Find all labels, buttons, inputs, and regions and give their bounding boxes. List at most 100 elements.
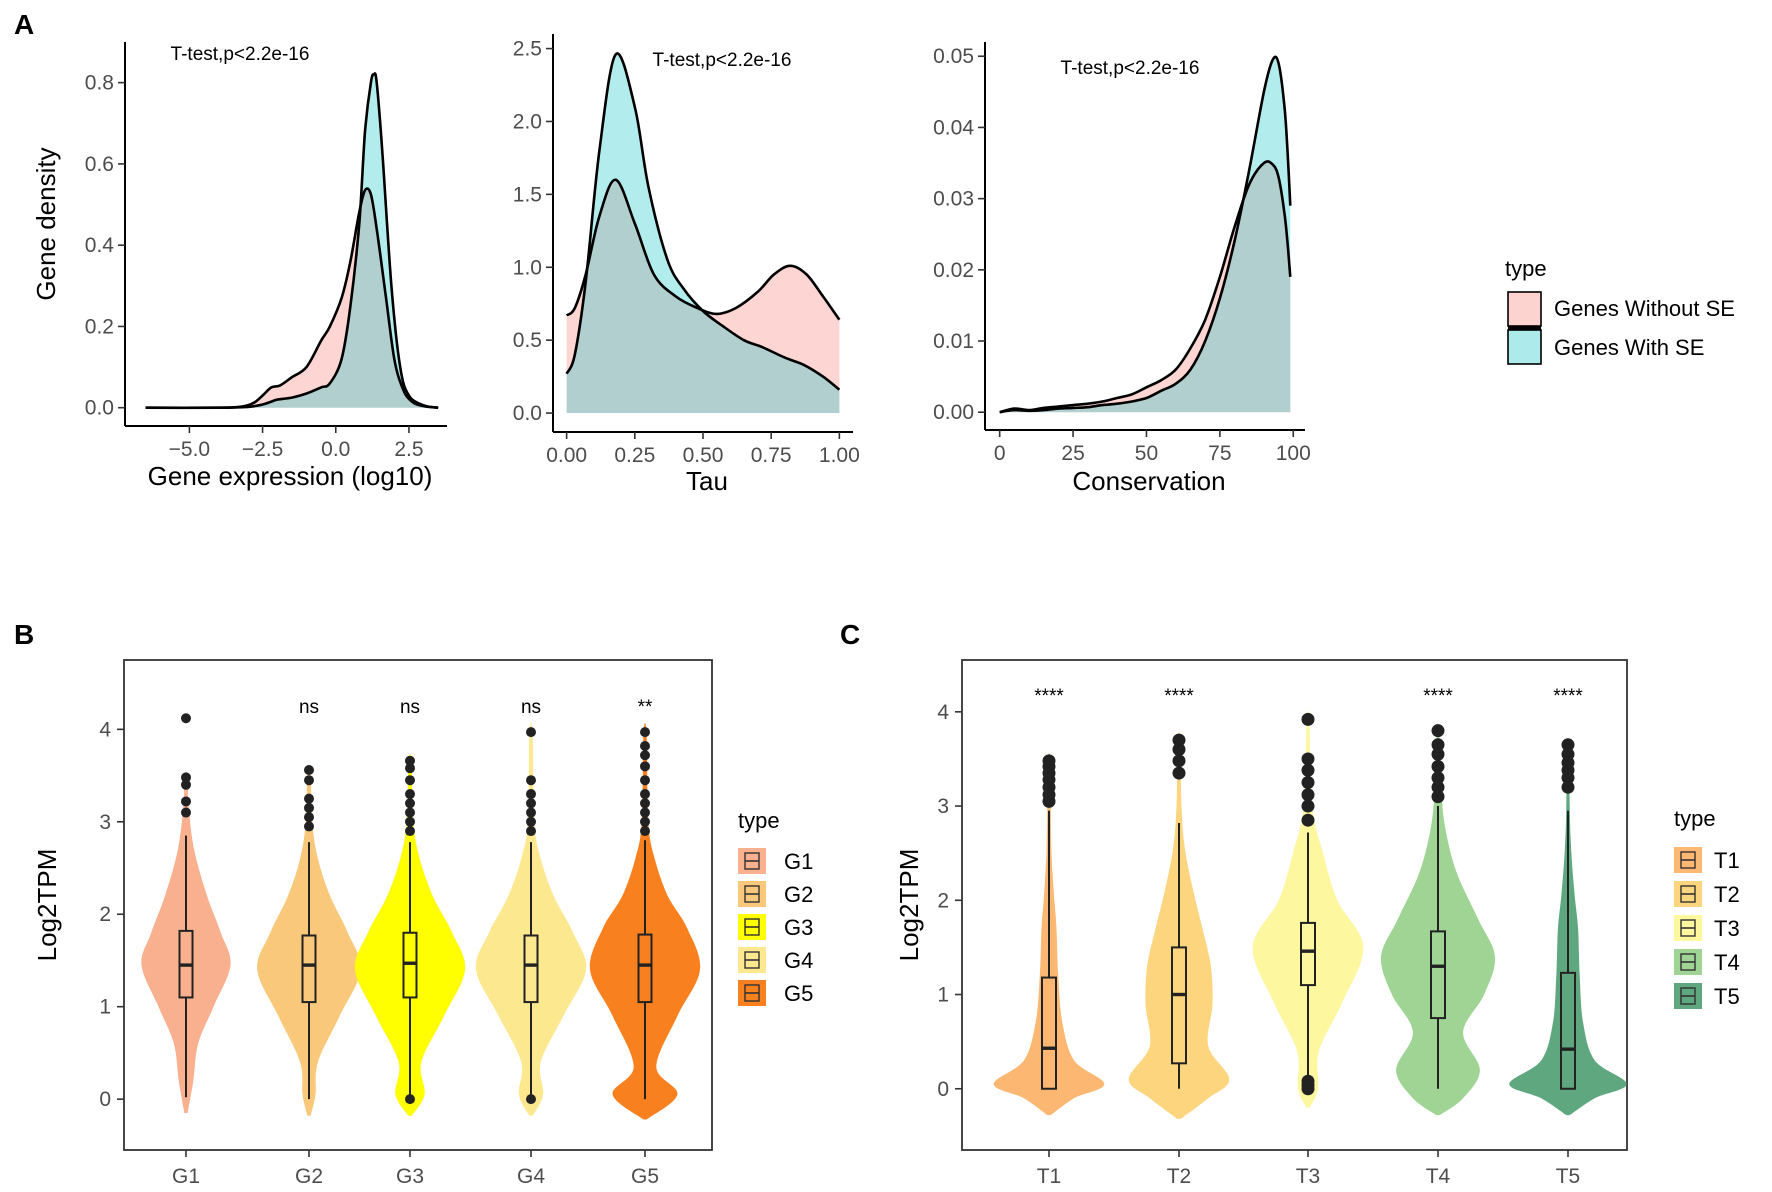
outlier-point (405, 798, 415, 809)
x-tick-label: T5 (1556, 1165, 1581, 1188)
x-tick-label: G2 (295, 1165, 323, 1188)
a1-area-with-se (145, 73, 439, 408)
outlier-point (1301, 776, 1315, 789)
outlier-point (640, 727, 650, 738)
y-tick-label: 2 (99, 903, 111, 926)
violin-group-g5: G5 ** (589, 697, 701, 1188)
violin-group-t1: T1 **** (993, 686, 1105, 1188)
x-tick-label: 0.75 (751, 444, 792, 467)
y-tick-label: 0 (937, 1078, 949, 1101)
outlier-point (526, 1094, 536, 1105)
x-tick-label: 0.00 (546, 444, 587, 467)
outlier-point (304, 765, 314, 776)
x-tick-label: T1 (1037, 1165, 1062, 1188)
y-tick-label: 2.0 (513, 110, 542, 133)
outlier-point (405, 755, 415, 766)
outlier-point (1172, 743, 1186, 757)
x-tick-label: −5.0 (169, 438, 210, 461)
legend-label-g1: G1 (784, 849, 813, 874)
outlier-point (1172, 733, 1186, 747)
outlier-point (1561, 780, 1575, 794)
outlier-point (181, 713, 191, 724)
y-tick-label: 0.5 (513, 329, 542, 352)
y-tick-label: 1 (99, 996, 111, 1019)
outlier-point (181, 779, 191, 790)
significance-label: ns (521, 697, 541, 718)
outlier-point (304, 812, 314, 823)
outlier-point (1301, 1074, 1315, 1088)
x-tick-label: G5 (631, 1165, 659, 1188)
legend-label-with-se: Genes With SE (1554, 335, 1704, 360)
x-tick-label: T2 (1167, 1165, 1192, 1188)
panel-label-a: A (14, 9, 34, 40)
significance-label: **** (1164, 686, 1194, 707)
y-tick-label: 2 (937, 889, 949, 912)
a1-line-without-se (145, 187, 439, 410)
y-tick-label: 0.01 (933, 330, 974, 353)
outlier-point (304, 802, 314, 813)
outlier-point (405, 826, 415, 837)
plot-frame (961, 659, 1628, 1151)
outlier-point (181, 807, 191, 818)
plot-frame (123, 659, 713, 1151)
violin-chart-t-groups: T1 **** T1 T2 **** T2 T3 T3 T4 **** T4 T5 **** T5 0 1 2 3… (894, 659, 1740, 1188)
legend-label-t4: T4 (1714, 950, 1740, 975)
legend-label-g4: G4 (784, 948, 813, 973)
outlier-point (526, 775, 536, 786)
density-chart-conservation: 0.00 0.01 0.02 0.03 0.04 0.05 0 25 50 75 100 Conser… (933, 42, 1311, 496)
outlier-point (405, 1094, 415, 1105)
x-tick-label: 0 (994, 442, 1006, 465)
density-chart-tau: 0.0 0.5 1.0 1.5 2.0 2.5 0.00 0.25 0.50 0.75 1.00 Ta… (513, 34, 860, 496)
outlier-point (640, 750, 650, 761)
outlier-point (526, 807, 536, 818)
violin-group-g4: G4 ns (475, 697, 587, 1188)
outlier-point (181, 796, 191, 807)
a2-line-without-se (565, 178, 841, 321)
violin-group-t2: T2 **** (1128, 686, 1230, 1188)
significance-label: ** (638, 697, 653, 718)
outlier-point (405, 763, 415, 774)
y-tick-label: 0.04 (933, 116, 974, 139)
outlier-point (1301, 788, 1315, 802)
a3-line-without-se (999, 160, 1292, 414)
a3-area-without-se (999, 161, 1291, 413)
y-tick-label: 3 (937, 795, 949, 818)
outlier-point (1431, 747, 1445, 761)
outlier-point (405, 816, 415, 827)
x-tick-label: 75 (1208, 442, 1231, 465)
y-tick-label: 0.4 (85, 234, 115, 257)
y-tick-label: 0.0 (513, 402, 542, 425)
outlier-point (1431, 771, 1445, 785)
outlier-point (1431, 738, 1445, 752)
a3-line-with-se (999, 55, 1292, 414)
y-axis-label: Log2TPM (894, 849, 924, 962)
outlier-point (1431, 759, 1445, 773)
legend-label-t1: T1 (1714, 848, 1740, 873)
box-g3 (402, 931, 418, 999)
outlier-point (1431, 724, 1445, 738)
outlier-point (640, 775, 650, 786)
box-g4 (523, 934, 539, 1004)
y-tick-label: 4 (937, 701, 949, 724)
legend-label-t3: T3 (1714, 916, 1740, 941)
outlier-point (1172, 754, 1186, 768)
outlier-point (1301, 799, 1315, 813)
outlier-point (1301, 712, 1315, 726)
y-tick-label: 4 (99, 718, 111, 741)
significance-label: **** (1423, 686, 1453, 707)
outlier-point (405, 789, 415, 800)
box-g2 (301, 934, 317, 1004)
t-test-annotation: T-test,p<2.2e-16 (653, 50, 792, 71)
outlier-point (640, 807, 650, 818)
x-axis-label: Tau (686, 466, 728, 496)
x-tick-label: 2.5 (394, 438, 423, 461)
y-axis-label: Log2TPM (32, 849, 62, 962)
x-tick-label: 1.00 (819, 444, 860, 467)
box-g5 (637, 933, 653, 1004)
x-tick-label: T4 (1426, 1165, 1451, 1188)
violin-group-g1: G1 (141, 713, 231, 1188)
legend-title: type (1674, 806, 1716, 831)
y-tick-label: 1.5 (513, 183, 542, 206)
outlier-point (526, 826, 536, 837)
